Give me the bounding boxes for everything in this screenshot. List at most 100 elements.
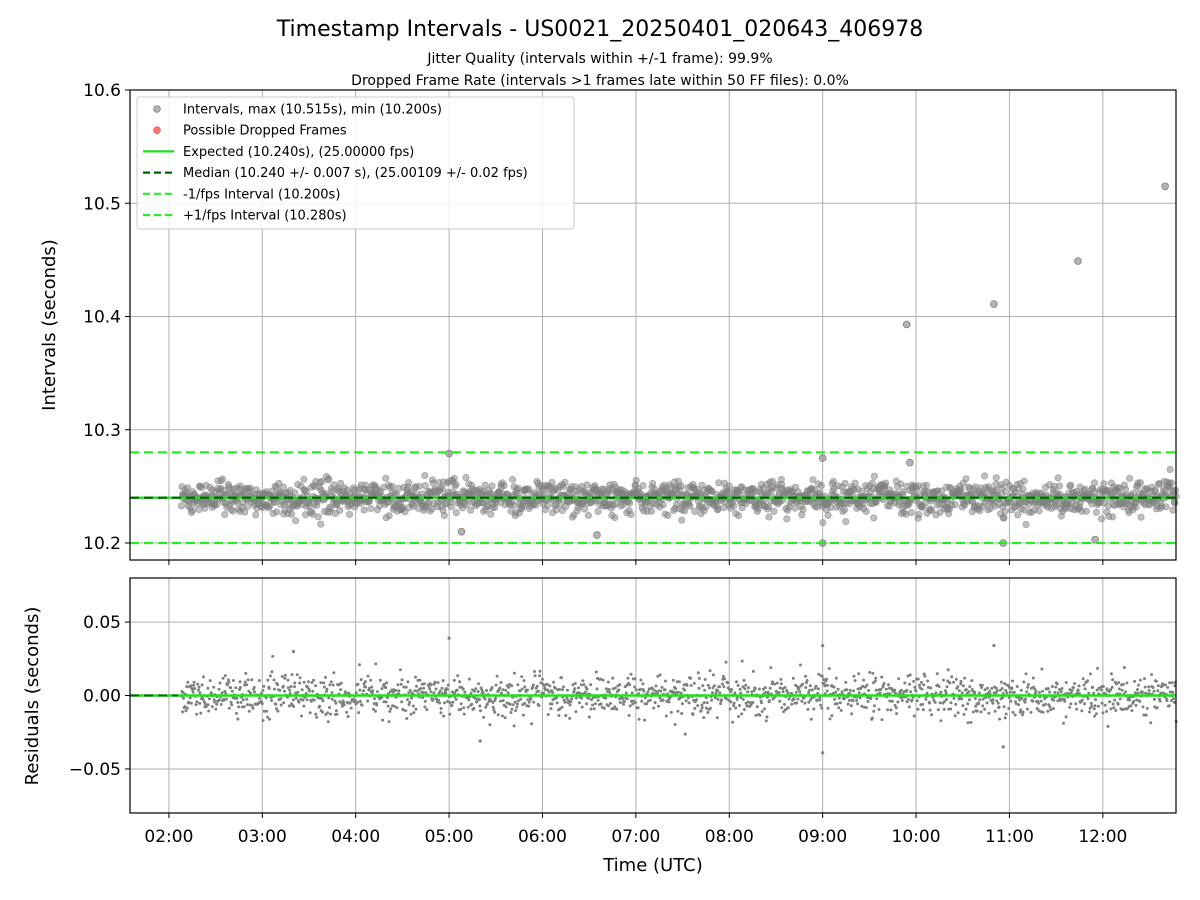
interval-point	[659, 501, 667, 509]
residual-point	[458, 680, 462, 684]
residual-point	[286, 678, 290, 682]
residual-point	[558, 688, 561, 691]
residual-point	[1039, 699, 1043, 703]
residual-point	[307, 689, 311, 693]
residual-point	[850, 712, 854, 716]
residual-point	[906, 697, 910, 701]
residual-point	[1064, 715, 1068, 719]
residual-point	[669, 710, 673, 714]
residual-point	[288, 688, 292, 692]
residual-point	[783, 686, 787, 689]
residual-point	[815, 699, 819, 703]
residual-point	[358, 663, 361, 667]
residual-point	[408, 700, 412, 704]
residual-point	[581, 679, 585, 683]
residual-point	[1112, 706, 1116, 710]
residual-point	[1048, 690, 1052, 694]
residual-point	[1081, 677, 1085, 681]
residual-point	[777, 691, 781, 694]
residual-point	[987, 711, 991, 715]
residual-point	[552, 680, 556, 684]
residual-point	[1059, 690, 1063, 694]
residual-point	[1132, 699, 1136, 703]
residual-point	[329, 712, 332, 716]
residual-point	[956, 711, 960, 715]
interval-point	[1097, 515, 1106, 523]
residual-point	[755, 705, 759, 709]
residual-point	[825, 677, 828, 681]
residual-point	[967, 698, 971, 702]
residual-point	[1130, 709, 1134, 713]
residual-point	[455, 688, 459, 692]
residual-point	[624, 691, 628, 695]
residual-point	[916, 707, 920, 711]
interval-point	[336, 506, 344, 514]
residual-point	[438, 701, 442, 705]
residual-point	[1034, 690, 1038, 694]
residual-point	[626, 676, 630, 680]
residual-point	[542, 691, 546, 695]
interval-point	[317, 520, 325, 528]
residual-point	[499, 681, 503, 684]
x-tick-label: 04:00	[331, 827, 380, 847]
residual-point	[828, 717, 832, 721]
residual-point	[557, 714, 561, 717]
residual-point	[579, 683, 583, 687]
residual-point	[1101, 711, 1105, 715]
residual-point	[375, 703, 379, 707]
residual-point	[1040, 667, 1044, 671]
residual-point	[434, 687, 438, 691]
residual-point	[736, 684, 740, 687]
residual-point	[855, 698, 859, 702]
residual-point	[371, 689, 375, 693]
residual-point	[238, 680, 242, 684]
residual-point	[481, 690, 485, 694]
residual-point	[1036, 701, 1040, 705]
interval-point	[1019, 485, 1027, 493]
residual-point	[719, 702, 723, 706]
residual-point	[887, 683, 890, 687]
residual-point	[786, 706, 790, 710]
residual-point	[538, 674, 542, 678]
residual-point	[809, 717, 813, 721]
residual-point	[1011, 710, 1015, 714]
residual-point	[607, 704, 610, 708]
residual-point	[700, 706, 704, 710]
legend-marker	[153, 126, 161, 134]
residual-point	[702, 716, 706, 720]
residual-point	[708, 706, 712, 710]
residual-point	[401, 708, 405, 712]
residual-point	[1046, 709, 1050, 713]
residual-point	[196, 682, 200, 686]
residual-point	[429, 690, 433, 694]
residual-point	[765, 715, 769, 719]
residual-point	[1003, 716, 1007, 720]
residual-point	[878, 691, 882, 695]
residual-point	[271, 654, 275, 658]
residual-point	[627, 713, 631, 717]
x-ticks: 02:00 03:00 04:00 05:00 06:00 07:00 08:00 09:00…	[144, 560, 1127, 847]
residual-point	[990, 687, 994, 690]
residual-point	[882, 681, 886, 685]
residual-point	[905, 688, 909, 692]
interval-point	[218, 475, 227, 483]
residual-point	[1053, 691, 1057, 694]
residual-point	[939, 719, 943, 723]
residual-point	[338, 700, 342, 704]
residual-point	[492, 708, 496, 712]
residual-point	[714, 691, 718, 695]
residual-point	[983, 688, 987, 692]
residual-point	[741, 685, 745, 689]
interval-point	[1001, 507, 1009, 515]
interval-point	[870, 514, 878, 522]
residual-point	[785, 689, 789, 692]
interval-point	[992, 474, 1000, 482]
residual-point	[358, 688, 362, 692]
residual-point	[618, 683, 622, 687]
residual-point	[596, 698, 600, 702]
residual-point	[618, 701, 622, 705]
legend-label: Median (10.240 +/- 0.007 s), (25.00109 +…	[183, 166, 528, 181]
interval-point	[957, 485, 965, 493]
residual-point	[613, 686, 617, 690]
residual-point	[287, 704, 291, 708]
